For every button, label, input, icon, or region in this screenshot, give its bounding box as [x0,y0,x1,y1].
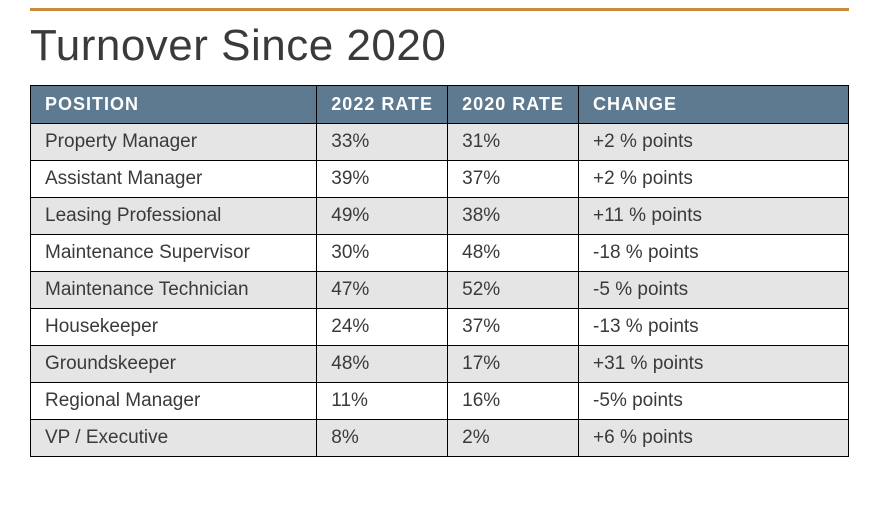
cell-2022-rate: 24% [317,309,448,346]
table-header-row: POSITION 2022 RATE 2020 RATE CHANGE [31,86,849,124]
cell-position: Maintenance Technician [31,272,317,309]
cell-position: Housekeeper [31,309,317,346]
table-row: VP / Executive 8% 2% +6 % points [31,420,849,457]
cell-change: -13 % points [579,309,849,346]
cell-position: Regional Manager [31,383,317,420]
cell-change: +11 % points [579,198,849,235]
cell-change: +6 % points [579,420,849,457]
col-header-position: POSITION [31,86,317,124]
col-header-change: CHANGE [579,86,849,124]
cell-2022-rate: 47% [317,272,448,309]
cell-2020-rate: 37% [448,161,579,198]
cell-2020-rate: 48% [448,235,579,272]
cell-2022-rate: 11% [317,383,448,420]
cell-change: -5% points [579,383,849,420]
turnover-table: POSITION 2022 RATE 2020 RATE CHANGE Prop… [30,85,849,457]
turnover-table-wrap: POSITION 2022 RATE 2020 RATE CHANGE Prop… [30,85,849,457]
cell-change: +31 % points [579,346,849,383]
cell-position: Groundskeeper [31,346,317,383]
page-title: Turnover Since 2020 [30,21,849,71]
cell-2022-rate: 33% [317,124,448,161]
cell-position: VP / Executive [31,420,317,457]
cell-2022-rate: 30% [317,235,448,272]
cell-position: Assistant Manager [31,161,317,198]
cell-2022-rate: 39% [317,161,448,198]
cell-2020-rate: 31% [448,124,579,161]
col-header-2020-rate: 2020 RATE [448,86,579,124]
table-row: Property Manager 33% 31% +2 % points [31,124,849,161]
col-header-2022-rate: 2022 RATE [317,86,448,124]
cell-2020-rate: 2% [448,420,579,457]
accent-rule [30,8,849,11]
cell-position: Leasing Professional [31,198,317,235]
cell-2022-rate: 48% [317,346,448,383]
cell-change: -5 % points [579,272,849,309]
table-row: Regional Manager 11% 16% -5% points [31,383,849,420]
cell-position: Maintenance Supervisor [31,235,317,272]
cell-2020-rate: 17% [448,346,579,383]
cell-position: Property Manager [31,124,317,161]
table-row: Assistant Manager 39% 37% +2 % points [31,161,849,198]
cell-2020-rate: 38% [448,198,579,235]
table-row: Groundskeeper 48% 17% +31 % points [31,346,849,383]
table-row: Maintenance Technician 47% 52% -5 % poin… [31,272,849,309]
cell-2022-rate: 8% [317,420,448,457]
cell-2020-rate: 16% [448,383,579,420]
cell-change: +2 % points [579,124,849,161]
table-row: Housekeeper 24% 37% -13 % points [31,309,849,346]
cell-2020-rate: 52% [448,272,579,309]
cell-change: -18 % points [579,235,849,272]
cell-2022-rate: 49% [317,198,448,235]
table-row: Leasing Professional 49% 38% +11 % point… [31,198,849,235]
cell-2020-rate: 37% [448,309,579,346]
table-row: Maintenance Supervisor 30% 48% -18 % poi… [31,235,849,272]
cell-change: +2 % points [579,161,849,198]
